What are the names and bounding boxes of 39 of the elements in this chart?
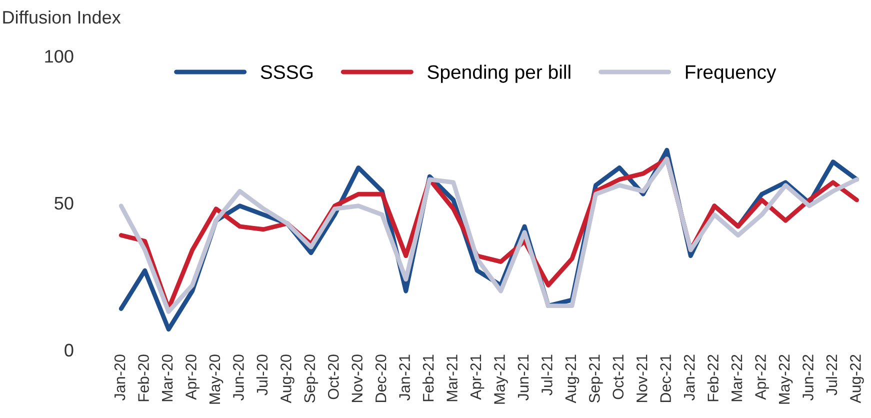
x-tick-label: Mar-21: [446, 354, 458, 402]
y-tick-label: 0: [64, 344, 74, 357]
x-tick-label: Aug-21: [565, 354, 580, 404]
x-tick-label: May-20: [209, 354, 224, 404]
x-tick-label: Aug-22: [850, 354, 864, 404]
x-tick-label: Nov-21: [636, 354, 648, 402]
x-tick-label: Jun-20: [233, 354, 244, 401]
y-tick-label: 100: [45, 50, 74, 63]
y-tick-label: 50: [54, 196, 74, 210]
legend-label: SSSG: [260, 65, 312, 79]
x-tick-label: Mar-20: [162, 354, 173, 402]
x-tick-label: Jan-21: [399, 354, 410, 401]
x-tick-label: Oct-20: [328, 354, 339, 400]
x-tick-label: Feb-20: [138, 354, 149, 402]
x-tick-label: Nov-20: [352, 354, 363, 402]
y-axis-title: Diffusion Index: [3, 10, 121, 24]
x-tick-label: Feb-22: [707, 354, 718, 402]
x-tick-label: Jul-20: [256, 354, 268, 396]
x-tick-label: Apr-22: [755, 354, 769, 400]
x-tick-label: Jun-21: [518, 354, 529, 401]
x-tick-label: Aug-20: [280, 354, 294, 404]
x-tick-label: Feb-21: [422, 354, 434, 402]
legend-label: Spending per bill: [428, 64, 570, 83]
x-tick-label: Jul-21: [541, 354, 552, 396]
x-tick-label: Jul-22: [826, 354, 838, 396]
x-tick-label: Jun-22: [802, 354, 814, 401]
x-tick-label: Mar-22: [731, 354, 742, 402]
x-tick-label: Sep-21: [589, 354, 603, 403]
x-tick-label: Jan-20: [114, 354, 126, 401]
x-tick-label: Apr-20: [186, 354, 200, 400]
x-tick-label: Apr-21: [470, 354, 484, 400]
x-tick-label: Oct-21: [612, 354, 624, 400]
x-tick-label: May-21: [494, 354, 508, 404]
x-tick-label: Jan-22: [684, 354, 695, 401]
x-tick-label: May-22: [778, 354, 793, 404]
legend-label: Frequency: [686, 65, 776, 83]
x-tick-label: Sep-20: [304, 354, 318, 403]
x-tick-label: Dec-21: [660, 354, 672, 402]
x-tick-label: Dec-20: [375, 354, 386, 402]
